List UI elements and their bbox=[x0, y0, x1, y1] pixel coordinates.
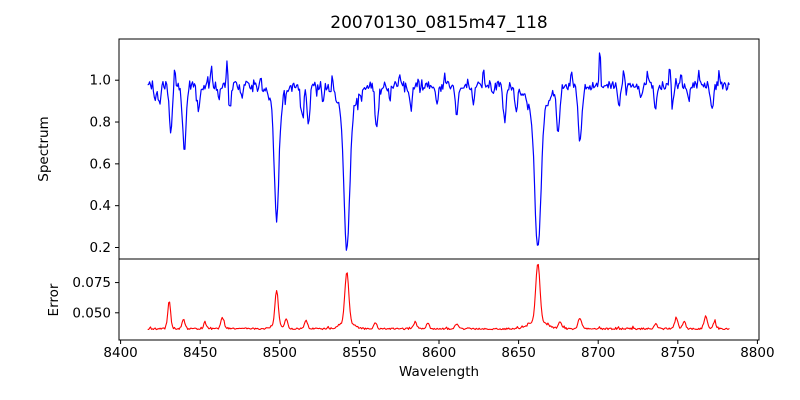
spectrum-y-axis-label: Spectrum bbox=[36, 116, 52, 181]
chart-title: 20070130_0815m47_118 bbox=[330, 13, 547, 33]
error-panel-frame bbox=[118, 258, 760, 341]
error-y-tick-label: 0.075 bbox=[72, 275, 111, 291]
error-y-tick-label: 0.050 bbox=[72, 305, 111, 321]
x-tick-label: 8750 bbox=[661, 345, 695, 361]
spectrum-y-tick-label: 1.0 bbox=[90, 73, 111, 89]
spectrum-line bbox=[147, 52, 730, 251]
x-tick-label: 8400 bbox=[103, 345, 137, 361]
spectrum-y-tick-label: 0.4 bbox=[90, 198, 111, 214]
x-tick-label: 8800 bbox=[740, 345, 774, 361]
spectrum-y-tick-label: 0.8 bbox=[90, 115, 111, 131]
x-tick-label: 8450 bbox=[183, 345, 217, 361]
error-line bbox=[147, 263, 730, 331]
data-series bbox=[147, 52, 730, 331]
x-tick-label: 8550 bbox=[342, 345, 376, 361]
error-y-axis-label: Error bbox=[46, 283, 62, 316]
x-tick-label: 8700 bbox=[581, 345, 615, 361]
axes-ticks: 8400 8450 8500 8550 8600 8650 8700 8750 8800 0.2 0… bbox=[72, 73, 774, 361]
x-axis-label: Wavelength bbox=[399, 364, 479, 380]
x-tick-label: 8650 bbox=[501, 345, 535, 361]
spectrum-y-tick-label: 0.6 bbox=[90, 156, 111, 172]
x-tick-label: 8500 bbox=[263, 345, 297, 361]
spectrum-y-tick-label: 0.2 bbox=[90, 240, 111, 256]
spectrum-panel-frame bbox=[118, 38, 760, 260]
x-tick-label: 8600 bbox=[422, 345, 456, 361]
